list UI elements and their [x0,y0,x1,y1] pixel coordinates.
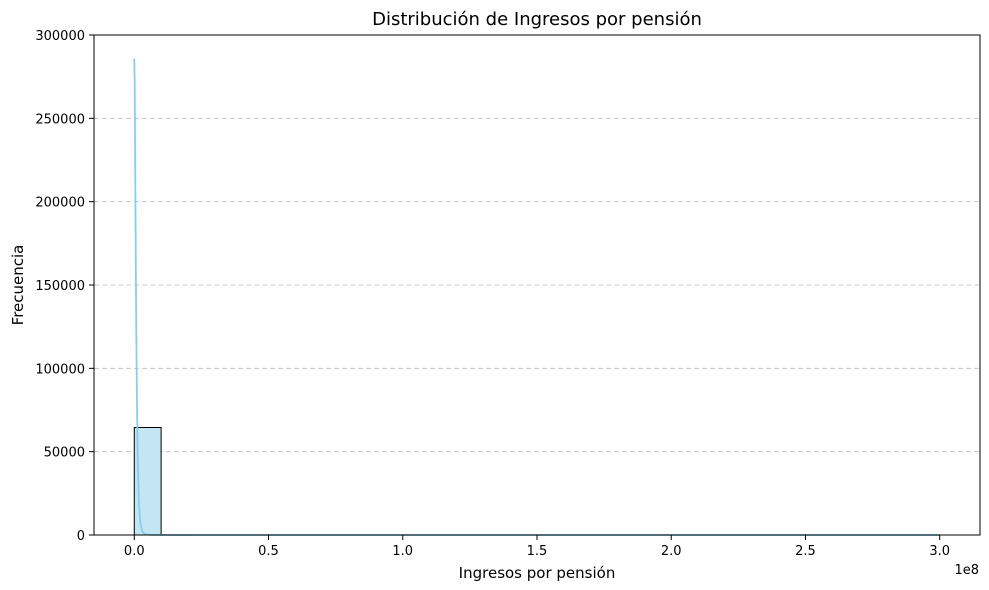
y-tick-label: 0 [77,529,85,544]
y-tick-label: 300000 [35,29,85,44]
histogram-bar [133,427,162,536]
chart-title: Distribución de Ingresos por pensión [372,9,702,30]
y-tick-label: 50000 [44,446,85,461]
x-axis-label: Ingresos por pensión [459,564,616,582]
histogram-bars [133,427,941,536]
x-axis: 0.0 0.5 1.0 1.5 2.0 2.5 3.0 [124,535,950,559]
x-tick-label: 3.0 [929,544,950,559]
x-tick-label: 1.5 [527,544,548,559]
y-axis-label: Frecuencia [9,245,27,326]
x-tick-label: 0.5 [258,544,279,559]
x-tick-label: 2.0 [661,544,682,559]
y-axis: 0 50000 100000 150000 200000 250000 300000 [35,29,94,544]
y-tick-label: 250000 [35,112,85,127]
y-tick-label: 100000 [35,362,85,377]
x-offset-text: 1e8 [954,563,979,578]
x-tick-label: 0.0 [124,544,145,559]
x-tick-label: 1.0 [392,544,413,559]
x-tick-label: 2.5 [795,544,816,559]
y-tick-label: 150000 [35,279,85,294]
y-tick-label: 200000 [35,196,85,211]
